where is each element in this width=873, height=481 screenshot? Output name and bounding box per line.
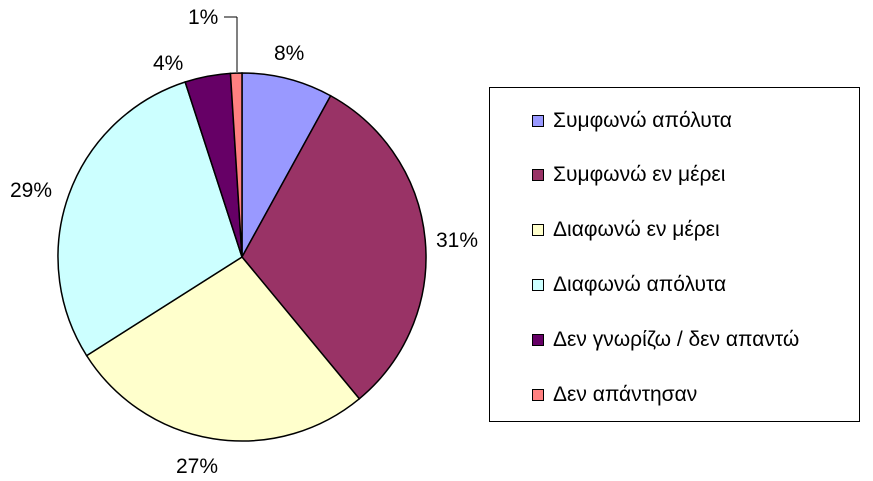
- legend-label-1: Συμφωνώ εν μέρει: [553, 163, 726, 186]
- leader-lines: [224, 16, 238, 72]
- legend-item-4: Δεν γνωρίζω / δεν απαντώ: [532, 327, 799, 353]
- pie-slice-3: [57, 81, 243, 357]
- legend-label-5: Δεν απάντησαν: [553, 383, 698, 406]
- legend-swatch-1: [532, 169, 544, 181]
- data-labels: 8% 31% 27% 29% 4% 1%: [10, 6, 478, 478]
- data-label-0: 8%: [274, 42, 304, 65]
- legend-item-3: Διαφωνώ απόλυτα: [532, 272, 726, 298]
- data-label-4: 4%: [153, 52, 183, 75]
- legend-item-5: Δεν απάντησαν: [532, 382, 697, 408]
- legend-swatch-2: [532, 224, 544, 236]
- legend-swatch-3: [532, 279, 544, 291]
- legend: Συμφωνώ απόλυτα Συμφωνώ εν μέρει Διαφωνώ…: [489, 87, 860, 422]
- legend-label-2: Διαφωνώ εν μέρει: [553, 218, 720, 241]
- pie-slice-0: [241, 72, 332, 258]
- legend-swatch-0: [532, 115, 544, 127]
- pie-slice-5: [229, 72, 243, 258]
- legend-swatch-4: [532, 334, 544, 346]
- pie-slice-2: [85, 256, 361, 442]
- legend-item-1: Συμφωνώ εν μέρει: [532, 162, 725, 188]
- data-label-1: 31%: [436, 229, 478, 252]
- data-label-3: 29%: [10, 179, 52, 202]
- legend-label-4: Δεν γνωρίζω / δεν απαντώ: [553, 328, 800, 351]
- data-label-2: 27%: [176, 455, 218, 478]
- legend-swatch-5: [532, 389, 544, 401]
- pie-slice-1: [241, 94, 427, 400]
- data-label-5: 1%: [188, 6, 218, 29]
- legend-item-0: Συμφωνώ απόλυτα: [532, 108, 732, 134]
- pie-slices: [57, 72, 427, 442]
- legend-label-3: Διαφωνώ απόλυτα: [553, 273, 727, 296]
- legend-label-0: Συμφωνώ απόλυτα: [553, 109, 732, 132]
- legend-item-2: Διαφωνώ εν μέρει: [532, 217, 720, 243]
